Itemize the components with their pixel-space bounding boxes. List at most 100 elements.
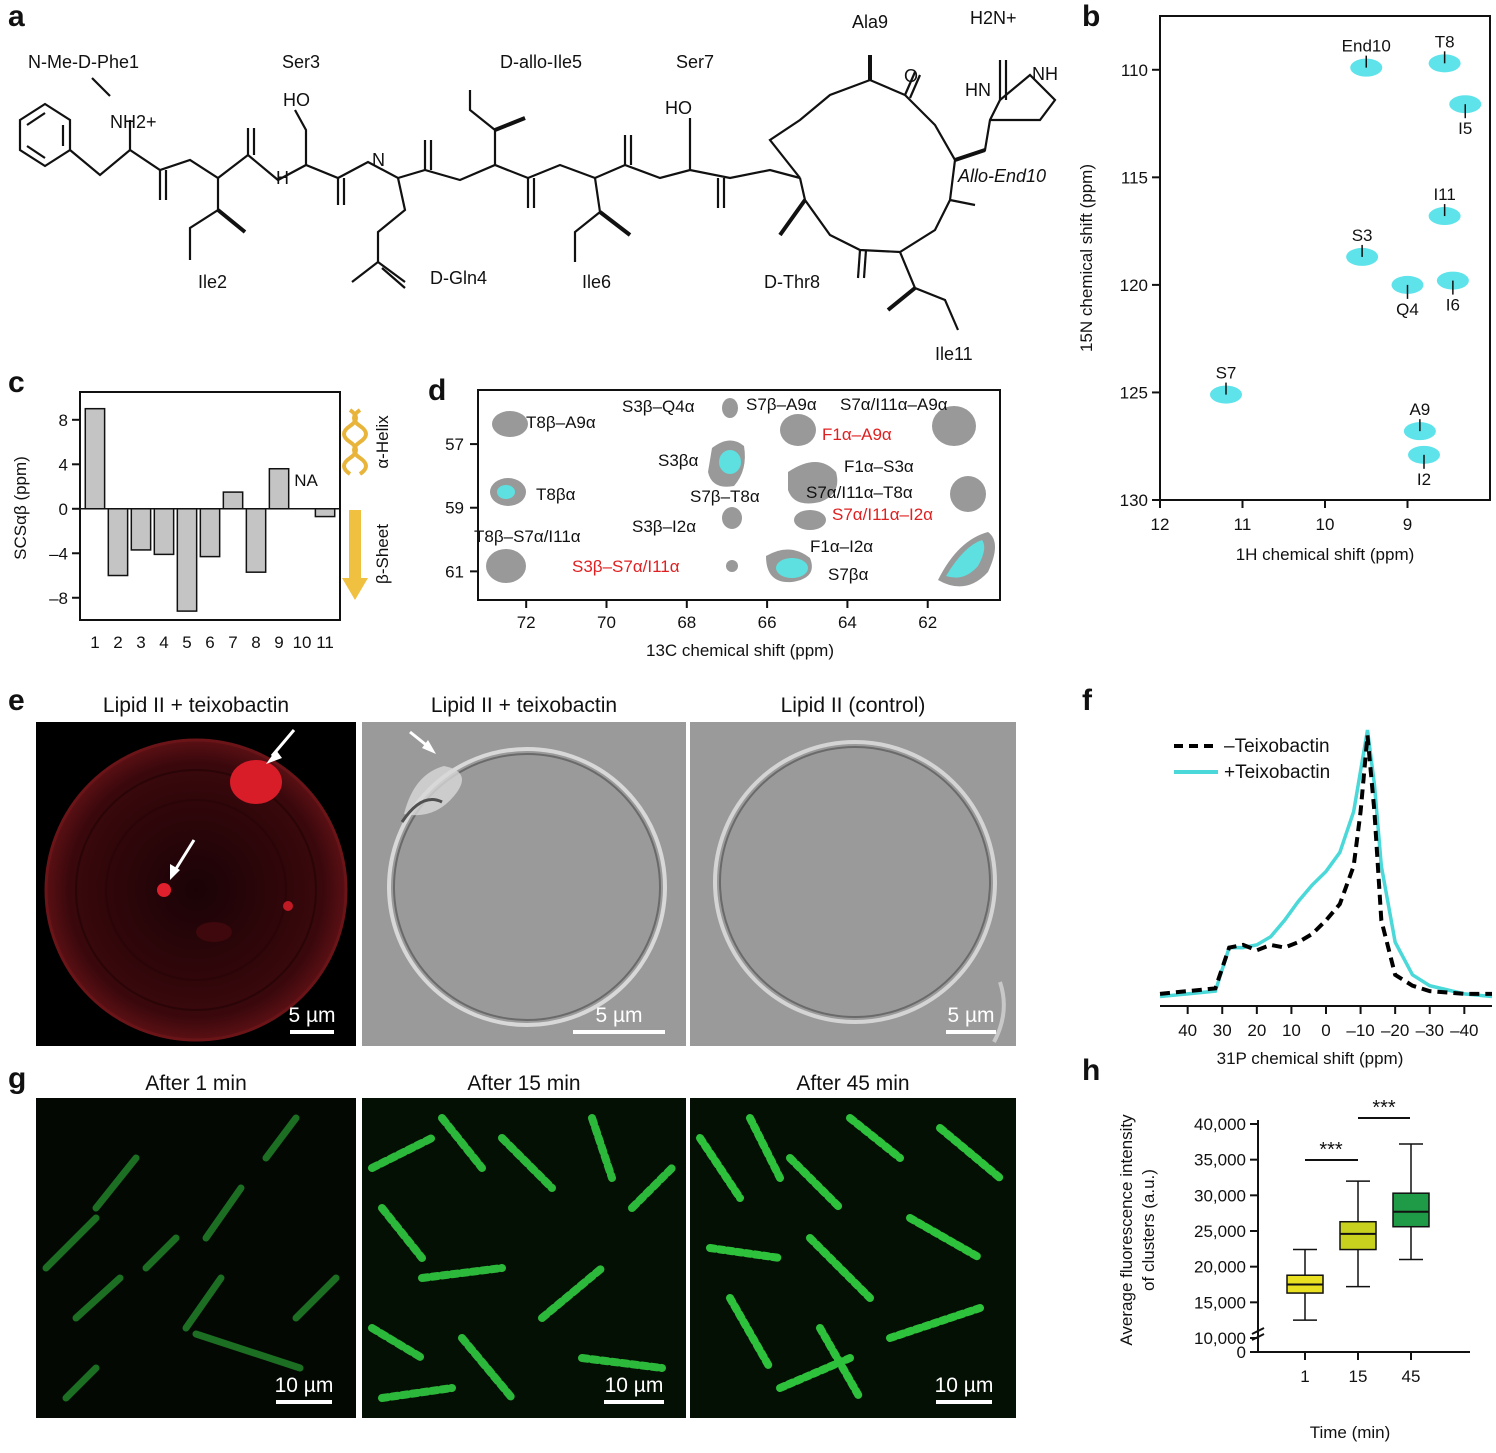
group-label: N	[372, 150, 385, 170]
d-peak-label: T8βα	[536, 485, 576, 504]
c-x-tick-label: 7	[228, 633, 237, 652]
d-peak-label: F1α–S3α	[844, 457, 914, 476]
h-y-axis-label-1: Average fluorescence intensity	[1117, 1114, 1136, 1346]
f-x-axis-label: 31P chemical shift (ppm)	[1217, 1049, 1404, 1068]
d-peak-label: T8β–A9α	[526, 413, 596, 432]
cluster-intensity-boxplot: 40,000 35,000 30,000 25,000 20,000 15,000 10,0…	[1117, 1097, 1470, 1442]
residue-label: Ser7	[676, 52, 715, 72]
d-peak-label: S3β–Q4α	[622, 397, 695, 416]
panel-h-boxplot: 40,000 35,000 30,000 25,000 20,000 15,000 10,0…	[1100, 1090, 1496, 1448]
b-peak-label: I2	[1417, 470, 1431, 489]
d-peak-label: T8β–S7α/I11α	[474, 527, 581, 546]
scale-bar: 10 µm	[926, 1374, 1002, 1404]
h-y-tick-label: 30,000	[1194, 1186, 1246, 1205]
c-bar	[84, 407, 106, 510]
b-x-tick-label: 11	[1234, 515, 1252, 534]
scale-bar: 5 µm	[938, 1004, 1004, 1034]
residue-label: D-allo-Ile5	[500, 52, 583, 72]
p31-plot: 40 30 20 10 0 –10 –20 –30 –40 31P chemical shift…	[1159, 729, 1493, 1068]
group-label: HO	[665, 98, 692, 118]
panel-label-d: d	[428, 374, 447, 407]
d-peak-label: S3βα	[658, 451, 699, 470]
d-peak-label: F1α–I2α	[810, 537, 873, 556]
structure-drawing	[18, 55, 1057, 331]
g-title-2: After 15 min	[467, 1072, 581, 1095]
b-peak-label: S3	[1352, 226, 1373, 245]
residue-label: Ala9	[852, 12, 889, 32]
b-y-tick-label: 120	[1120, 276, 1148, 295]
f-x-tick-label: 10	[1282, 1021, 1301, 1040]
d-y-tick-label: 61	[445, 562, 464, 581]
b-y-tick-label: 115	[1121, 168, 1148, 187]
h-box	[1392, 1192, 1430, 1228]
sheet-arrow-icon	[342, 510, 368, 600]
e-title-3: Lipid II (control)	[780, 694, 926, 717]
helix-icon	[342, 408, 368, 476]
c-helix-label: α-Helix	[373, 415, 392, 469]
c-x-tick-label: 1	[90, 633, 99, 652]
d-y-tick-label: 59	[445, 499, 464, 518]
e-image-fluorescence: 5 µm	[36, 722, 356, 1046]
c-sheet-label: β-Sheet	[373, 524, 392, 584]
c-bar	[245, 508, 267, 573]
c-x-tick-label: 5	[182, 633, 191, 652]
panel-label-g: g	[8, 1062, 27, 1095]
h-significance: ***	[1319, 1139, 1343, 1161]
b-peak	[1428, 54, 1461, 73]
scale-bar: 10 µm	[266, 1374, 342, 1404]
panel-label-h: h	[1082, 1054, 1101, 1087]
c-x-tick-label: 8	[251, 633, 260, 652]
b-x-axis-label: 1H chemical shift (ppm)	[1236, 545, 1415, 564]
residue-label: N-Me-D-Phe1	[28, 52, 140, 72]
g-image-45min: 10 µm	[690, 1098, 1016, 1418]
b-peak-label: I11	[1433, 185, 1455, 204]
d-peak-label-red: S7α/I11α–I2α	[832, 505, 933, 524]
c-x-tick-label: 2	[113, 633, 122, 652]
group-label: O	[904, 66, 919, 86]
b-x-tick-label: 9	[1403, 515, 1412, 534]
f-x-tick-label: –20	[1381, 1021, 1409, 1040]
panel-b-nmr: 12 11 10 9 110 115 120 125 130 End10 T8 I5 I11 S3 Q4…	[1070, 0, 1496, 580]
d-peak-label: S7α/I11α–T8α	[806, 483, 913, 502]
d-peak-label: S7β–T8α	[690, 487, 760, 506]
d-x-tick-label: 68	[677, 613, 696, 632]
d-peak-label: S7βα	[828, 565, 869, 584]
g-title-1: After 1 min	[145, 1072, 247, 1095]
d-peak-label-red: F1α–A9α	[822, 425, 892, 444]
h-y-tick-label: 40,000	[1194, 1115, 1246, 1134]
cc-correlation-plot: 72 70 68 66 64 62 57 59 61 13C chemical shift (…	[445, 389, 1001, 660]
group-label: NH	[1032, 64, 1058, 84]
residue-label: D-Gln4	[430, 268, 488, 288]
b-peak-label: A9	[1409, 400, 1430, 419]
b-y-axis-label: 15N chemical shift (ppm)	[1077, 164, 1096, 352]
c-y-axis-label: SCSαβ (ppm)	[11, 456, 30, 560]
d-y-tick-label: 57	[445, 435, 464, 454]
f-x-tick-label: –30	[1416, 1021, 1444, 1040]
h-y-tick-label: 20,000	[1194, 1258, 1246, 1277]
d-peak-label-red: S3β–S7α/I11α	[572, 557, 680, 576]
h-y-tick-label: 0	[1237, 1343, 1246, 1362]
g-image-1min: 10 µm	[36, 1098, 356, 1418]
panel-label-e: e	[8, 684, 25, 717]
b-peak-label: End10	[1342, 37, 1391, 56]
scs-bar-chart: 840–4–8 1 2 3 4 5 6 7 8 9 10 11 SCSαβ (ppm) NA α-H…	[11, 391, 392, 652]
c-x-tick-label: 9	[274, 633, 283, 652]
f-legend-label: –Teixobactin	[1224, 736, 1330, 757]
d-x-tick-label: 62	[918, 613, 937, 632]
b-x-tick-label: 10	[1316, 515, 1335, 534]
c-bar	[222, 491, 244, 510]
e-image-brightfield: 5 µm	[362, 722, 686, 1046]
f-series-line	[1159, 735, 1492, 996]
residue-label: Allo-End10	[958, 166, 1047, 186]
b-peak-label: S7	[1216, 364, 1237, 383]
d-peak-label: S3β–I2α	[632, 517, 696, 536]
panel-label-a: a	[8, 0, 25, 33]
c-y-tick-label: 8	[59, 411, 68, 430]
h-x-tick-label: 1	[1300, 1367, 1309, 1386]
group-label: NH2+	[110, 112, 157, 132]
panel-d-spectrum: 72 70 68 66 64 62 57 59 61 13C chemical shift (…	[400, 370, 1040, 670]
h-y-axis-label-2: of clusters (a.u.)	[1139, 1169, 1158, 1291]
panel-a-structure: N-Me-D-Phe1 Ser3 D-allo-Ile5 Ser7 Ala9 I…	[0, 0, 1070, 370]
c-x-tick-label: 11	[316, 633, 334, 652]
panel-label-b: b	[1082, 0, 1101, 33]
